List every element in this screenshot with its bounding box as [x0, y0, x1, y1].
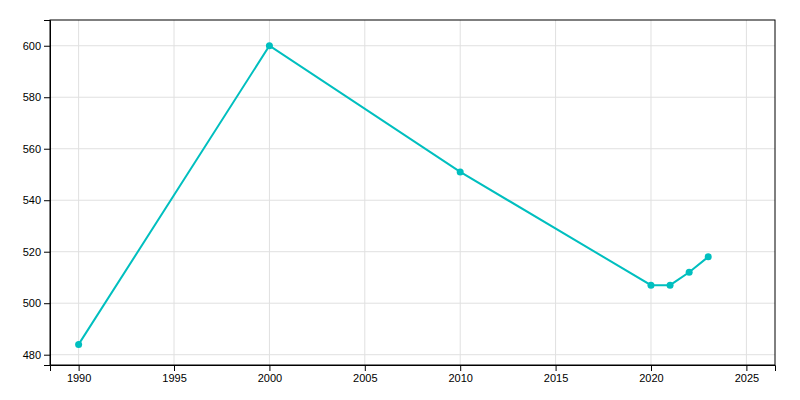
y-tick: 480 — [23, 349, 50, 361]
grid-line-y — [50, 200, 775, 201]
grid-line-x — [746, 20, 747, 365]
grid-line-x — [174, 20, 175, 365]
grid-line-y — [50, 303, 775, 304]
x-tick-label: 2025 — [735, 372, 759, 384]
x-tick-mark — [651, 365, 652, 371]
y-tick: 520 — [23, 246, 50, 258]
x-axis-line — [51, 366, 776, 372]
point — [266, 42, 273, 49]
x-tick: 2015 — [544, 365, 568, 384]
y-tick-label: 540 — [23, 194, 41, 206]
x-tick-mark — [269, 365, 270, 371]
x-tick: 2000 — [258, 365, 282, 384]
x-tick-mark — [79, 365, 80, 371]
grid-line-y — [50, 45, 775, 46]
x-tick-label: 1995 — [162, 372, 186, 384]
y-tick: 600 — [23, 40, 50, 52]
y-tick-label: 520 — [23, 246, 41, 258]
x-tick-mark — [460, 365, 461, 371]
x-tick-label: 2000 — [258, 372, 282, 384]
y-tick-mark — [44, 355, 50, 356]
y-axis-line — [44, 21, 51, 366]
y-tick-label: 580 — [23, 91, 41, 103]
x-tick-label: 2015 — [544, 372, 568, 384]
x-axis: 1990 1995 2000 2005 2010 2015 2020 2025 — [51, 365, 776, 384]
grid-line-x — [650, 20, 651, 365]
x-tick: 2020 — [639, 365, 663, 384]
x-tick-label: 1990 — [67, 372, 91, 384]
point — [647, 282, 654, 289]
y-axis: 480 500 520 540 560 580 600 — [23, 21, 51, 366]
grid-line-x — [78, 20, 79, 365]
x-tick-label: 2005 — [353, 372, 377, 384]
y-tick-mark — [44, 303, 50, 304]
y-tick-mark — [44, 46, 50, 47]
y-tick: 500 — [23, 297, 50, 309]
x-tick: 1995 — [162, 365, 186, 384]
grid-line-y — [50, 148, 775, 149]
grid-line-x — [269, 20, 270, 365]
chart: 1990 1995 2000 2005 2010 2015 2020 2025 480 500 52… — [0, 0, 800, 400]
x-tick-label: 2020 — [639, 372, 663, 384]
x-tick: 1990 — [67, 365, 91, 384]
y-tick: 560 — [23, 143, 50, 155]
grid — [50, 20, 775, 365]
plot-frame — [50, 20, 775, 365]
plot: 1990 1995 2000 2005 2010 2015 2020 2025 480 500 52… — [23, 20, 776, 384]
grid-line-x — [555, 20, 556, 365]
point — [457, 168, 464, 175]
y-tick-mark — [44, 149, 50, 150]
y-tick-label: 600 — [23, 40, 41, 52]
y-tick: 540 — [23, 194, 50, 206]
x-tick-mark — [556, 365, 557, 371]
x-tick-mark — [174, 365, 175, 371]
point — [667, 282, 674, 289]
point — [686, 269, 693, 276]
y-tick-label: 480 — [23, 349, 41, 361]
point — [705, 253, 712, 260]
point — [75, 341, 82, 348]
grid-line-y — [50, 354, 775, 355]
y-tick-mark — [44, 252, 50, 253]
line — [79, 46, 709, 345]
grid-line-y — [50, 251, 775, 252]
x-tick: 2025 — [735, 365, 759, 384]
y-tick: 580 — [23, 91, 50, 103]
y-tick-mark — [44, 200, 50, 201]
x-tick-label: 2010 — [448, 372, 472, 384]
grid-line-y — [50, 97, 775, 98]
grid-line-x — [364, 20, 365, 365]
x-tick: 2010 — [448, 365, 472, 384]
x-tick-mark — [746, 365, 747, 371]
y-tick-mark — [44, 97, 50, 98]
y-tick-label: 560 — [23, 143, 41, 155]
x-tick: 2005 — [353, 365, 377, 384]
marks — [75, 42, 712, 348]
grid-line-x — [460, 20, 461, 365]
y-tick-label: 500 — [23, 297, 41, 309]
x-tick-mark — [365, 365, 366, 371]
